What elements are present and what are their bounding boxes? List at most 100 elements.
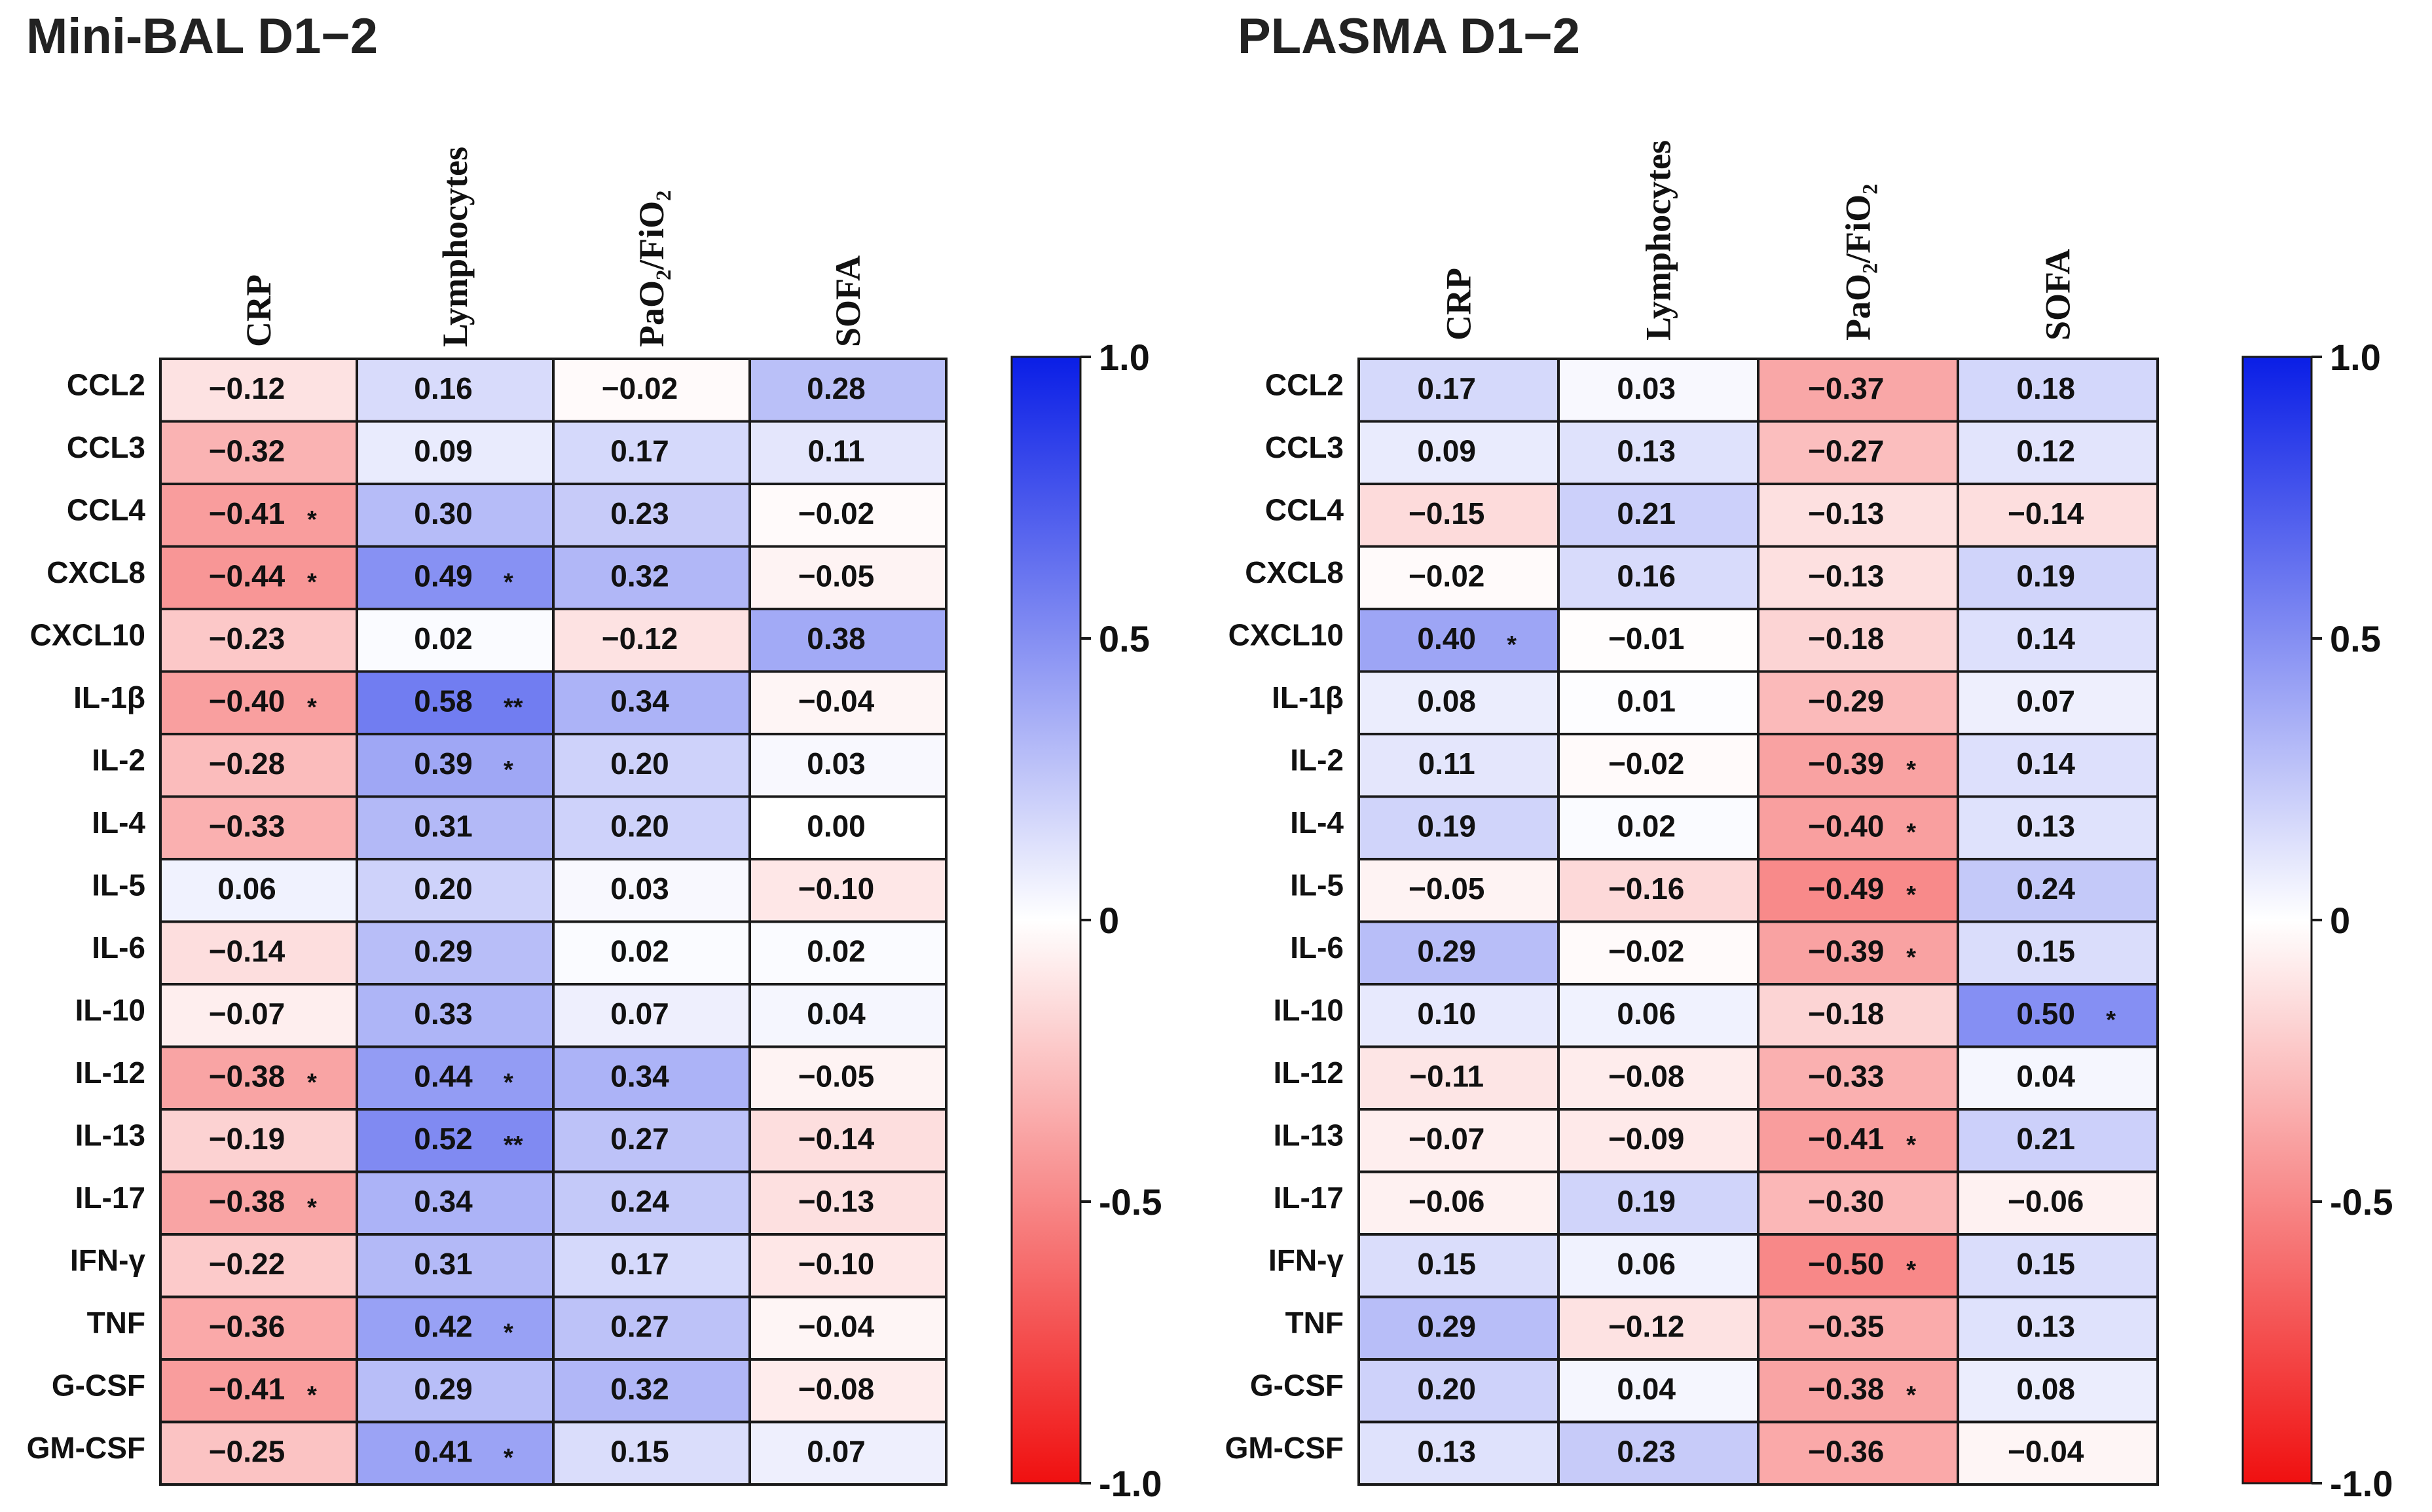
cell-value-label: 0.19	[2016, 559, 2075, 593]
significance-marker: *	[307, 506, 317, 534]
cell-value-label: −0.14	[2008, 496, 2084, 530]
cell-value-label: 0.14	[2016, 747, 2075, 781]
row-label-il-1: IL-1β	[1272, 680, 1344, 714]
heatmap-cell	[1757, 545, 1959, 610]
cell-value-label: −0.06	[1409, 1185, 1484, 1219]
row-label-cxcl8: CXCL8	[46, 555, 145, 589]
heatmap-cell	[356, 1358, 555, 1424]
cell-value-label: 0.08	[2016, 1372, 2075, 1406]
significance-marker: *	[307, 1194, 317, 1221]
heatmap-cell	[159, 983, 358, 1048]
heatmap-cell	[159, 1045, 358, 1111]
cell-value-label: −0.06	[2008, 1185, 2084, 1219]
cell-value-label: 0.29	[1417, 934, 1476, 968]
cell-value-label: −0.12	[1608, 1310, 1684, 1344]
heatmap-cell	[1557, 1108, 1760, 1173]
colorbar	[2241, 356, 2313, 1484]
cell-value-label: −0.23	[209, 621, 285, 655]
heatmap-cell	[1557, 1233, 1760, 1299]
heatmap-cell	[1557, 733, 1760, 798]
cell-value-label: 0.20	[1417, 1372, 1476, 1406]
cell-value-label: 0.02	[807, 934, 866, 968]
heatmap-cell	[748, 420, 948, 485]
heatmap-cell	[552, 733, 751, 798]
cell-value-label: −0.16	[1608, 872, 1684, 906]
significance-marker: *	[1906, 756, 1916, 784]
heatmap-cell	[1557, 1045, 1760, 1111]
cell-value-label: 0.21	[1617, 496, 1676, 530]
heatmap-cell	[356, 420, 555, 485]
cell-value-label: 0.15	[1417, 1247, 1476, 1281]
cell-value-label: 0.13	[2016, 1310, 2075, 1344]
heatmap-cell	[748, 483, 948, 548]
heatmap-cell	[1957, 858, 2159, 923]
row-label-ccl2: CCL2	[1265, 367, 1344, 401]
heatmap-cell	[159, 1108, 358, 1173]
heatmap-cell	[1557, 358, 1760, 423]
significance-marker: *	[504, 1319, 513, 1346]
cell-value-label: 0.24	[610, 1185, 669, 1219]
cell-value-label: 0.41	[414, 1435, 473, 1469]
row-label-gm-csf: GM-CSF	[27, 1431, 145, 1465]
colorbar-tick-label: -1.0	[2330, 1463, 2393, 1504]
row-label-ifn: IFN-γ	[1268, 1243, 1344, 1277]
cell-value-label: −0.38	[209, 1185, 285, 1219]
heatmap-cell	[748, 1233, 948, 1299]
cell-value-label: 0.29	[414, 934, 473, 968]
row-label-il-5: IL-5	[1290, 868, 1344, 902]
row-label-il-4: IL-4	[1290, 805, 1344, 839]
cell-value-label: −0.18	[1808, 997, 1884, 1031]
cell-value-label: −0.41	[209, 496, 285, 530]
heatmap-cell	[552, 1170, 751, 1236]
cell-value-label: 0.52	[414, 1122, 473, 1156]
row-label-il-1: IL-1β	[73, 680, 145, 714]
cell-value-label: −0.10	[798, 872, 874, 906]
heatmap-cell	[748, 670, 948, 735]
cell-value-label: 0.29	[1417, 1310, 1476, 1344]
heatmap-plasma: 0.17 0.03 −0.37 0.18 0.09 0.13 −0.27 0.12 −0.15 0…	[1225, 140, 2393, 1504]
heatmap-cell	[1557, 1170, 1760, 1236]
cell-value-label: 0.11	[808, 434, 865, 468]
heatmap-cell	[159, 920, 358, 986]
cell-value-label: −0.32	[209, 434, 285, 468]
cell-value-label: 0.31	[414, 1247, 473, 1281]
heatmap-cell	[1557, 858, 1760, 923]
heatmap-mini-bal: −0.12 0.16 −0.02 0.28 −0.32 0.09 0.17 0.11 −0.41…	[27, 147, 1162, 1504]
heatmap-cell	[1357, 1108, 1560, 1173]
row-label-tnf: TNF	[87, 1306, 145, 1340]
significance-marker: *	[2106, 1006, 2116, 1034]
heatmap-cell	[1957, 670, 2159, 735]
cell-value-label: 0.24	[2016, 872, 2075, 906]
heatmap-cell	[1757, 920, 1959, 986]
heatmap-cell	[552, 795, 751, 860]
heatmap-cell	[356, 1420, 555, 1486]
heatmap-cell	[356, 1233, 555, 1299]
row-label-ccl4: CCL4	[1265, 492, 1344, 526]
heatmap-cell	[748, 733, 948, 798]
cell-value-label: −0.02	[798, 496, 874, 530]
cell-value-label: 0.20	[610, 747, 669, 781]
cell-value-label: 0.10	[1417, 997, 1476, 1031]
significance-marker: *	[307, 1382, 317, 1409]
cell-value-label: 0.04	[807, 997, 866, 1031]
significance-marker: *	[1906, 1382, 1916, 1409]
cell-value-label: 0.04	[1617, 1372, 1676, 1406]
cell-value-label: 0.04	[2016, 1060, 2075, 1094]
heatmap-cell	[356, 733, 555, 798]
significance-marker: *	[1906, 1257, 1916, 1284]
heatmap-cell	[748, 1420, 948, 1486]
cell-value-label: −0.07	[209, 997, 285, 1031]
heatmap-cell	[1957, 358, 2159, 423]
cell-value-label: 0.08	[1417, 684, 1476, 718]
column-label-lymphocytes: Lymphocytes	[1639, 140, 1678, 341]
row-label-gm-csf: GM-CSF	[1225, 1431, 1344, 1465]
row-label-il-17: IL-17	[75, 1181, 145, 1215]
significance-marker: *	[307, 693, 317, 721]
significance-marker: *	[504, 756, 513, 784]
cell-value-label: 0.07	[2016, 684, 2075, 718]
cell-value-label: −0.41	[209, 1372, 285, 1406]
cell-value-label: −0.41	[1808, 1122, 1884, 1156]
cell-value-label: −0.44	[209, 559, 286, 593]
cell-value-label: 0.30	[414, 496, 473, 530]
